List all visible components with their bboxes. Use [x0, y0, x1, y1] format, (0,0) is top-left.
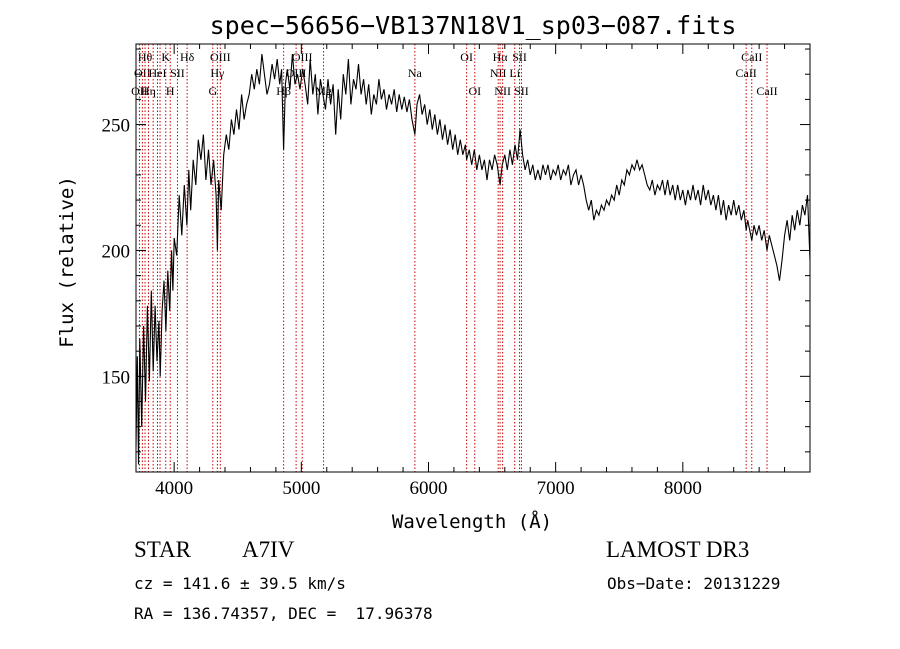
line-label-28: CaII [741, 50, 762, 64]
survey-name: LAMOST DR3 [606, 537, 750, 562]
object-subclass: A7IV [242, 537, 295, 562]
spectral-line-markers: OIIOIIHθHηHeIKHSIIHδGHγOIIIHβOIIIOIIIMgN… [131, 44, 778, 472]
y-tick-label-250: 250 [102, 116, 131, 137]
y-tick-label-200: 200 [102, 241, 131, 262]
x-tick-label-8000: 8000 [664, 478, 702, 499]
line-label-22: Hα [493, 50, 509, 64]
line-label-24: Li [509, 66, 520, 80]
coordinates: RA = 136.74357, DEC = 17.96378 [134, 604, 433, 623]
line-label-0: OII [131, 84, 148, 98]
line-label-11: G [208, 84, 217, 98]
line-label-13: OIII [210, 50, 231, 64]
y-axis-label: Flux (relative) [56, 176, 78, 348]
chart-title: spec−56656−VB137N18V1_sp03−087.fits [210, 11, 737, 40]
line-label-10: Hδ [180, 50, 195, 64]
line-label-9: SII [170, 66, 185, 80]
line-label-14: Hβ [276, 84, 291, 98]
line-label-20: OI [468, 84, 481, 98]
line-label-1: OII [134, 66, 151, 80]
x-tick-label-6000: 6000 [409, 478, 447, 499]
line-label-26: SII [514, 84, 529, 98]
y-tick-label-150: 150 [102, 367, 131, 388]
line-label-25: SII [512, 50, 527, 64]
plot-frame [135, 43, 811, 473]
object-class: STAR [134, 537, 191, 562]
line-label-21: NII [490, 66, 507, 80]
line-label-19: OI [460, 50, 473, 64]
x-axis-label: Wavelength (Å) [392, 510, 552, 533]
line-label-27: CaII [735, 66, 756, 80]
line-label-23: NII [494, 84, 511, 98]
line-label-2: Hθ [138, 50, 153, 64]
redshift-value: cz = 141.6 ± 39.5 km/s [134, 574, 346, 593]
line-label-8: H [166, 84, 175, 98]
obs-date: Obs−Date: 20131229 [607, 574, 781, 593]
line-label-12: Hγ [210, 66, 225, 80]
line-label-18: Na [408, 66, 423, 80]
axis-ticks: 4000 5000 6000 7000 8000 150 200 250 [102, 44, 811, 499]
line-label-16: OIII [292, 50, 313, 64]
line-label-5: HeI [148, 66, 166, 80]
x-tick-label-4000: 4000 [155, 478, 193, 499]
line-label-7: K [161, 50, 170, 64]
line-label-3: Hη [141, 84, 156, 98]
x-tick-label-5000: 5000 [282, 478, 320, 499]
x-tick-label-7000: 7000 [537, 478, 575, 499]
line-label-29: CaII [756, 84, 777, 98]
flux-series-line [135, 54, 811, 465]
